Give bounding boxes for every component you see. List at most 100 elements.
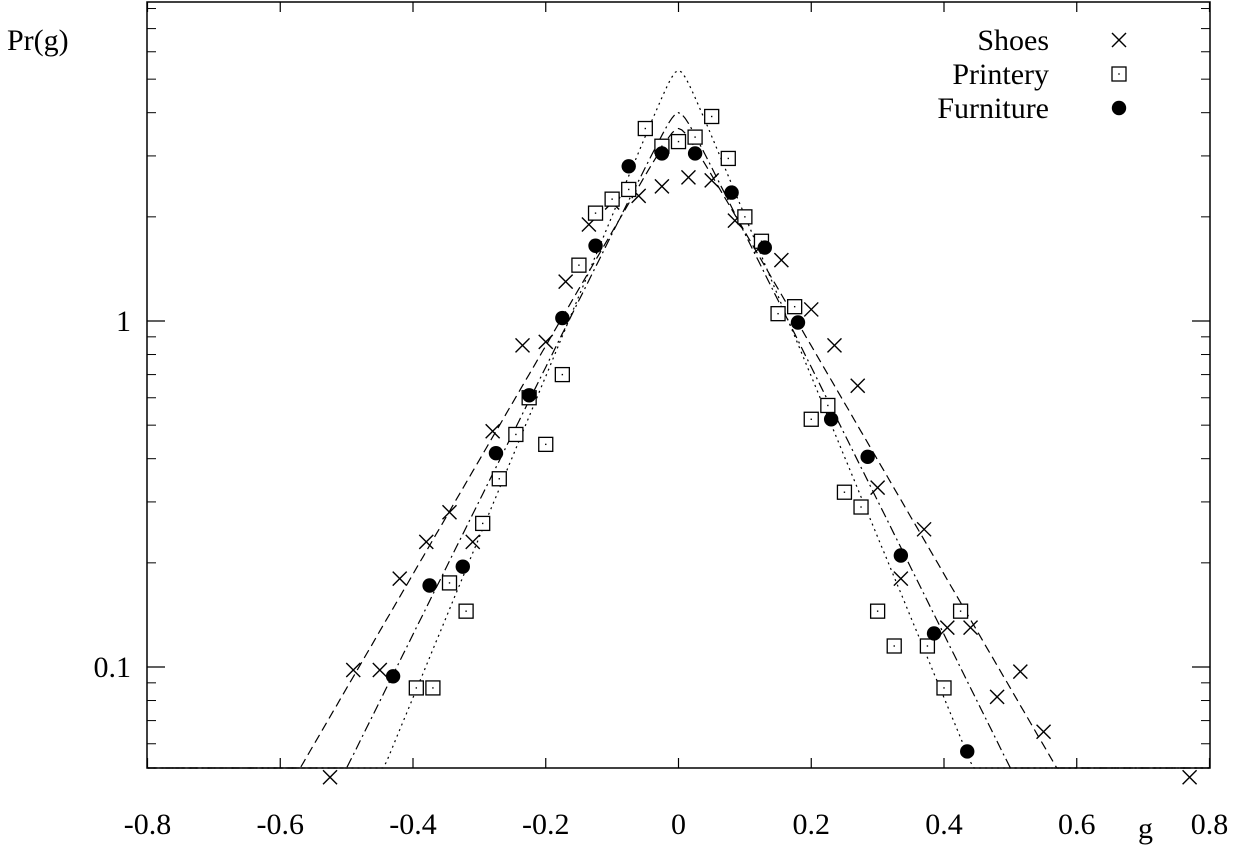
cross-stroke <box>773 252 789 268</box>
square-dot <box>793 305 796 308</box>
cross-stroke <box>442 504 458 520</box>
printery-point <box>952 603 969 619</box>
cross-stroke <box>870 480 886 496</box>
cross-stroke <box>989 689 1005 705</box>
printery-point <box>441 575 458 591</box>
furniture-point <box>588 238 603 253</box>
square-dot <box>677 140 680 143</box>
furniture-point <box>724 185 739 200</box>
square-dot <box>432 687 434 689</box>
shoes-point <box>893 571 909 587</box>
x-tick-label: 0 <box>671 808 686 841</box>
square-dot <box>594 212 597 214</box>
shoes-point <box>826 337 842 353</box>
printery-point <box>508 426 524 443</box>
square-dot <box>545 443 547 446</box>
cross-stroke <box>372 662 388 678</box>
legend-marker-furniture <box>1111 100 1127 116</box>
legend-marker-shoes <box>1111 32 1127 48</box>
square-dot <box>628 188 630 191</box>
cross-stroke <box>392 571 408 587</box>
furniture-point <box>422 578 437 593</box>
x-tick-label: -0.2 <box>522 808 570 841</box>
fit-curve-dotted <box>147 69 1210 769</box>
furniture-point <box>757 240 772 255</box>
y-tick-label: 1 <box>116 305 131 338</box>
shoes-point <box>939 620 955 636</box>
furniture-point <box>687 146 703 161</box>
square-dot <box>860 506 862 508</box>
shoes-point <box>515 337 531 353</box>
square-dot <box>561 373 564 376</box>
shoes-point <box>963 620 979 636</box>
square-dot <box>644 127 647 130</box>
cross-stroke <box>803 301 819 317</box>
cross-stroke <box>850 378 866 394</box>
printery-point <box>919 638 936 654</box>
fit-curve-dashed <box>147 127 1210 769</box>
cross-stroke <box>1182 769 1198 785</box>
shoes-point <box>1012 664 1028 680</box>
printery-point <box>670 133 687 150</box>
furniture-point <box>455 559 470 574</box>
x-tick-label: 0.2 <box>793 808 831 841</box>
furniture-point <box>385 669 401 684</box>
cross-stroke <box>515 337 531 353</box>
cross-stroke <box>1111 32 1127 48</box>
shoes-point <box>916 521 932 537</box>
square-dot <box>710 115 713 118</box>
shoes-point <box>322 769 338 785</box>
shoes-point <box>485 423 501 439</box>
square-dot <box>843 491 846 493</box>
square-dot <box>1118 73 1120 75</box>
y-axis-label: Pr(g) <box>7 24 69 57</box>
square-dot <box>777 312 779 315</box>
cross-stroke <box>826 337 842 353</box>
printery-point <box>491 471 507 487</box>
furniture-point <box>823 412 839 427</box>
printery-point <box>820 397 836 414</box>
legend-label-shoes: Shoes <box>977 24 1049 57</box>
printery-point <box>737 209 753 225</box>
cross-stroke <box>680 169 696 185</box>
square-dot <box>481 522 484 525</box>
square-dot <box>959 610 962 612</box>
x-tick-label: -0.8 <box>124 808 172 841</box>
x-tick-label: 0.6 <box>1058 808 1096 841</box>
legend-label-printery: Printery <box>952 58 1049 91</box>
x-tick-label: -0.6 <box>257 808 305 841</box>
shoes-point <box>989 689 1005 705</box>
shoes-point <box>1036 724 1052 740</box>
x-axis-label: g <box>1138 812 1153 845</box>
printery-point <box>425 680 441 696</box>
cross-stroke <box>322 769 338 785</box>
series-printery <box>408 108 969 696</box>
cross-stroke <box>558 274 574 290</box>
square-dot <box>515 433 517 436</box>
shoes-point <box>850 378 866 394</box>
furniture-point <box>790 315 806 330</box>
shoes-point <box>418 534 434 550</box>
shoes-point <box>1182 769 1198 785</box>
printery-point <box>770 306 786 322</box>
square-dot <box>694 136 696 138</box>
series-shoes <box>322 169 1198 785</box>
cross-stroke <box>654 178 670 194</box>
shoes-point <box>538 334 554 350</box>
cross-stroke <box>893 571 909 587</box>
x-tick-label: 0.4 <box>925 808 963 841</box>
cross-stroke <box>704 172 720 188</box>
printery-point <box>408 680 424 696</box>
printery-point <box>704 108 720 125</box>
printery-point <box>803 411 819 427</box>
square-dot <box>827 404 829 407</box>
cross-stroke <box>631 188 647 204</box>
printery-point <box>554 366 570 383</box>
square-dot <box>415 687 418 689</box>
printery-point <box>936 680 952 696</box>
printery-point <box>853 499 869 515</box>
square-dot <box>611 198 613 200</box>
square-dot <box>893 645 895 647</box>
